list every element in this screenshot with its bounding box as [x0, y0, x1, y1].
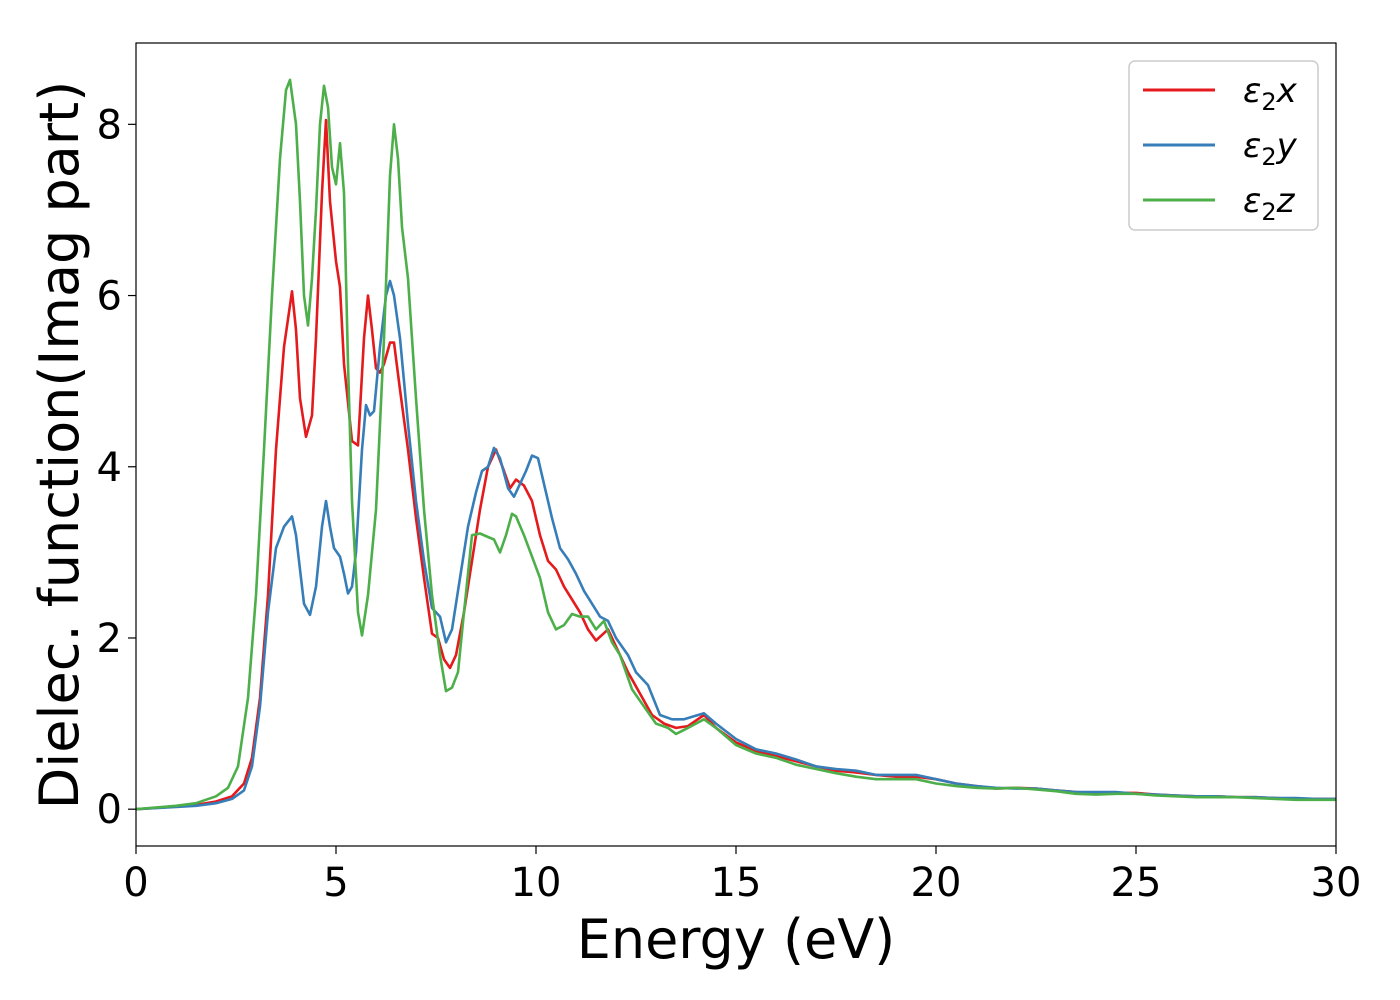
- y-axis: 0 2 4 6 8: [97, 102, 136, 833]
- legend-label-y: ε2y: [1243, 126, 1298, 171]
- y-tick-label: 0: [97, 787, 122, 833]
- x-tick-label: 15: [711, 860, 762, 906]
- legend-subscript: 2: [1261, 88, 1276, 116]
- y-tick-label: 4: [97, 445, 122, 491]
- x-axis: 0 5 10 15 20 25 30: [123, 846, 1361, 906]
- y-tick-label: 2: [97, 616, 122, 662]
- x-tick-label: 10: [511, 860, 562, 906]
- legend-label-z: ε2z: [1243, 181, 1296, 226]
- legend-component: x: [1276, 71, 1298, 111]
- x-tick-label: 0: [123, 860, 148, 906]
- x-tick-label: 20: [911, 860, 962, 906]
- legend-label-x: ε2x: [1243, 71, 1298, 116]
- y-axis-label: Dielec. function(Imag part): [28, 81, 91, 810]
- legend-box: [1128, 60, 1319, 231]
- x-tick-label: 25: [1111, 860, 1162, 906]
- legend-component: z: [1276, 181, 1296, 221]
- y-tick-label: 6: [97, 274, 122, 320]
- x-tick-label: 30: [1311, 860, 1362, 906]
- y-tick-label: 8: [97, 102, 122, 148]
- x-tick-label: 5: [323, 860, 348, 906]
- legend-subscript: 2: [1261, 198, 1276, 226]
- x-axis-label: Energy (eV): [577, 908, 896, 971]
- legend-component: y: [1276, 126, 1298, 166]
- series-line-z: [136, 78, 1336, 811]
- series-layer: [136, 78, 1336, 811]
- legend-symbol: ε: [1243, 181, 1261, 221]
- legend-subscript: 2: [1261, 143, 1276, 171]
- legend-symbol: ε: [1243, 126, 1261, 166]
- legend-symbol: ε: [1243, 71, 1261, 111]
